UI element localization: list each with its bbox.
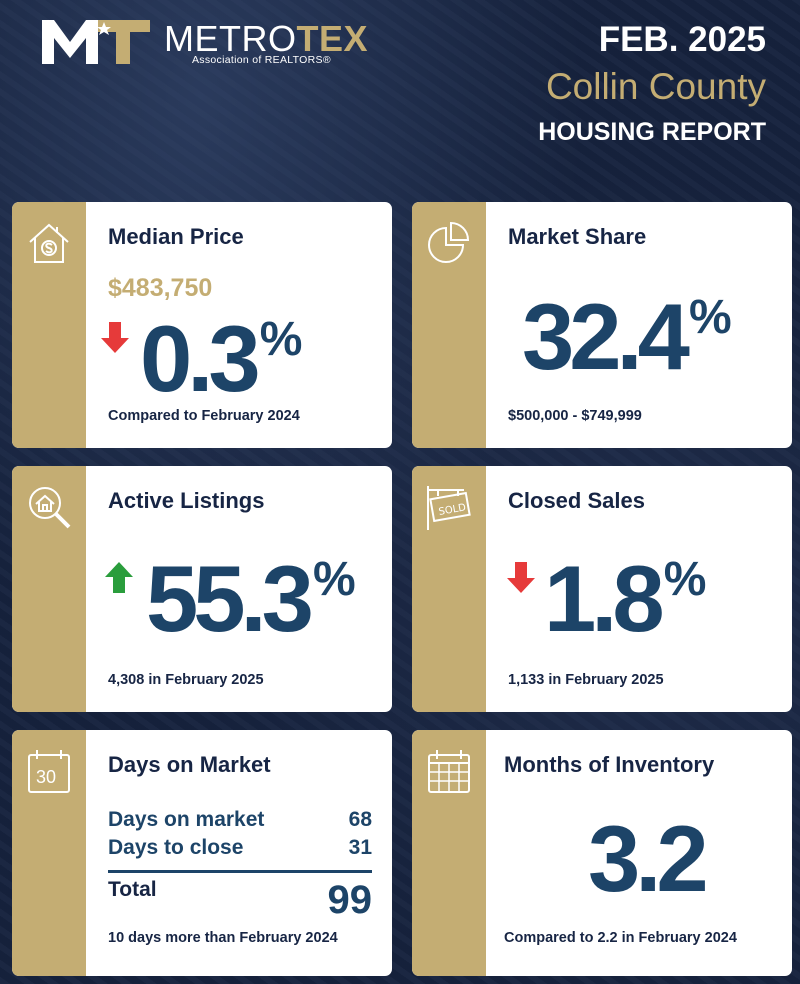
house-dollar-icon bbox=[24, 218, 74, 268]
sold-sign-icon: SOLD bbox=[424, 482, 474, 532]
market-share-card: Market Share 32.4% $500,000 - $749,999 bbox=[412, 202, 792, 448]
median-price-value: $483,750 bbox=[108, 274, 213, 302]
dom-row-value: 68 bbox=[348, 808, 372, 831]
closed-sales-change-number: 1.8 bbox=[544, 546, 665, 651]
card-accent-band bbox=[412, 466, 486, 712]
closed-sales-card: SOLD Closed Sales 1.8% 1,133 in February… bbox=[412, 466, 792, 712]
market-share-note: $500,000 - $749,999 bbox=[508, 408, 642, 424]
median-price-title: Median Price bbox=[108, 224, 244, 249]
logo-wordmark: METROTEX bbox=[164, 18, 368, 60]
months-inventory-title: Months of Inventory bbox=[504, 752, 715, 777]
active-listings-note: 4,308 in February 2025 bbox=[108, 672, 264, 688]
market-share-value: 32.4% bbox=[522, 290, 732, 384]
house-search-icon bbox=[24, 482, 74, 532]
median-price-card: Median Price $483,750 0.3% Compared to F… bbox=[12, 202, 392, 448]
calendar-30-icon: 30 bbox=[24, 746, 74, 796]
dom-total-divider bbox=[108, 870, 372, 873]
days-on-market-note: 10 days more than February 2024 bbox=[108, 930, 338, 946]
card-accent-band bbox=[412, 202, 486, 448]
median-price-note: Compared to February 2024 bbox=[108, 408, 300, 424]
active-listings-card: Active Listings 55.3% 4,308 in February … bbox=[12, 466, 392, 712]
metrotex-logo-mark-icon bbox=[42, 20, 150, 64]
logo-word-metro: METRO bbox=[164, 18, 297, 59]
closed-sales-title: Closed Sales bbox=[508, 488, 645, 513]
closed-sales-change-unit: % bbox=[663, 553, 707, 606]
svg-text:SOLD: SOLD bbox=[438, 502, 467, 518]
active-listings-change-unit: % bbox=[312, 553, 356, 606]
pie-chart-icon bbox=[424, 218, 474, 268]
months-inventory-value: 3.2 bbox=[588, 806, 709, 911]
down-arrow-icon bbox=[507, 562, 535, 593]
dom-total-value: 99 bbox=[327, 878, 373, 922]
dom-total-label: Total bbox=[108, 878, 157, 901]
metrotex-logo: METROTEX Association of REALTORS® bbox=[42, 14, 382, 70]
market-share-number: 32.4 bbox=[522, 284, 690, 389]
closed-sales-note: 1,133 in February 2025 bbox=[508, 672, 664, 688]
report-county: Collin County bbox=[545, 66, 766, 107]
active-listings-change-number: 55.3 bbox=[146, 546, 314, 651]
months-inventory-note: Compared to 2.2 in February 2024 bbox=[504, 930, 737, 946]
active-listings-title: Active Listings bbox=[108, 488, 265, 513]
median-price-change: 0.3% bbox=[140, 312, 302, 406]
days-on-market-card: 30 Days on Market Days on market 68 Days… bbox=[12, 730, 392, 976]
report-date: FEB. 2025 bbox=[598, 20, 766, 59]
dom-row-value: 31 bbox=[348, 836, 372, 859]
closed-sales-change: 1.8% bbox=[544, 552, 706, 646]
median-price-change-unit: % bbox=[259, 313, 303, 366]
months-inventory-card: Months of Inventory 3.2 Compared to 2.2 … bbox=[412, 730, 792, 976]
up-arrow-icon bbox=[105, 562, 133, 593]
logo-word-tex: TEX bbox=[296, 18, 369, 59]
dom-row-label: Days to close bbox=[108, 836, 244, 859]
report-title: HOUSING REPORT bbox=[538, 118, 766, 146]
logo-subtitle: Association of REALTORS® bbox=[192, 54, 331, 66]
down-arrow-icon bbox=[101, 322, 129, 353]
market-share-title: Market Share bbox=[508, 224, 647, 249]
active-listings-change: 55.3% bbox=[146, 552, 356, 646]
median-price-change-number: 0.3 bbox=[140, 306, 261, 411]
card-accent-band bbox=[12, 730, 86, 976]
card-accent-band bbox=[12, 466, 86, 712]
calendar-icon-number: 30 bbox=[36, 767, 56, 787]
dom-row-label: Days on market bbox=[108, 808, 265, 831]
days-on-market-title: Days on Market bbox=[108, 752, 271, 777]
calendar-grid-icon bbox=[424, 746, 474, 796]
market-share-unit: % bbox=[688, 291, 732, 344]
